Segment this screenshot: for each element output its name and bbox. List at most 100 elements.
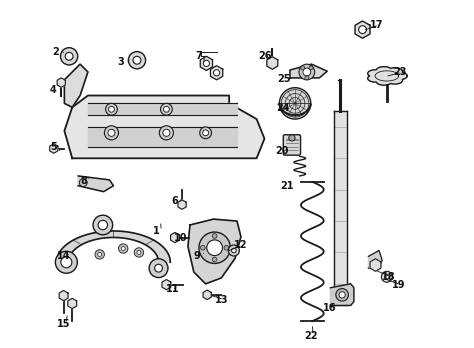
Polygon shape <box>171 232 180 243</box>
Polygon shape <box>290 64 327 78</box>
Circle shape <box>163 129 170 136</box>
Polygon shape <box>334 111 347 306</box>
Text: 14: 14 <box>56 251 70 261</box>
Polygon shape <box>178 200 186 209</box>
Circle shape <box>65 53 73 60</box>
Text: 21: 21 <box>280 181 294 191</box>
Polygon shape <box>57 78 65 87</box>
Circle shape <box>279 88 311 119</box>
Polygon shape <box>267 57 278 69</box>
Circle shape <box>224 245 229 250</box>
Circle shape <box>149 259 168 278</box>
Circle shape <box>200 127 211 139</box>
Circle shape <box>164 106 169 112</box>
Circle shape <box>303 68 311 76</box>
Circle shape <box>213 70 220 76</box>
Polygon shape <box>368 67 407 85</box>
Text: 2: 2 <box>52 47 59 57</box>
Circle shape <box>161 103 172 115</box>
Circle shape <box>61 257 72 268</box>
Circle shape <box>203 60 210 66</box>
Polygon shape <box>88 127 237 147</box>
Polygon shape <box>201 56 212 70</box>
Polygon shape <box>355 21 370 38</box>
Text: 4: 4 <box>49 85 56 95</box>
Text: 8: 8 <box>80 176 87 186</box>
Text: 26: 26 <box>259 51 272 61</box>
Polygon shape <box>210 66 223 80</box>
Circle shape <box>98 252 101 256</box>
Circle shape <box>382 271 392 282</box>
Text: 12: 12 <box>234 240 247 251</box>
Text: 11: 11 <box>165 284 179 294</box>
Circle shape <box>118 244 128 253</box>
Polygon shape <box>56 231 170 262</box>
Circle shape <box>95 250 104 259</box>
Circle shape <box>109 106 114 112</box>
Polygon shape <box>370 259 381 271</box>
Circle shape <box>159 126 173 140</box>
Text: 17: 17 <box>370 20 384 30</box>
Text: 5: 5 <box>51 142 57 151</box>
Polygon shape <box>68 298 77 309</box>
Polygon shape <box>50 144 58 153</box>
Circle shape <box>137 251 141 254</box>
Text: 23: 23 <box>393 67 407 77</box>
Text: 20: 20 <box>275 146 289 156</box>
Polygon shape <box>64 64 88 107</box>
Text: 10: 10 <box>174 232 188 243</box>
Text: 18: 18 <box>382 272 396 282</box>
Circle shape <box>228 245 239 256</box>
Polygon shape <box>162 279 171 290</box>
Text: 22: 22 <box>304 331 318 341</box>
Circle shape <box>212 234 217 238</box>
Circle shape <box>104 126 118 140</box>
Polygon shape <box>59 291 68 301</box>
Circle shape <box>79 179 87 187</box>
Text: 7: 7 <box>196 50 202 61</box>
Polygon shape <box>368 251 382 269</box>
Text: 6: 6 <box>171 197 178 206</box>
Circle shape <box>231 248 236 253</box>
Polygon shape <box>78 176 113 192</box>
Circle shape <box>128 52 146 69</box>
Circle shape <box>108 129 115 136</box>
Circle shape <box>201 245 205 250</box>
Circle shape <box>155 264 163 272</box>
Circle shape <box>98 220 108 230</box>
Circle shape <box>121 247 125 251</box>
Polygon shape <box>188 219 241 284</box>
Circle shape <box>93 215 113 235</box>
FancyBboxPatch shape <box>283 135 301 155</box>
Text: 1: 1 <box>153 226 159 236</box>
Circle shape <box>203 130 209 136</box>
Polygon shape <box>330 284 354 306</box>
Text: 9: 9 <box>193 251 200 261</box>
Text: 25: 25 <box>277 74 291 84</box>
Circle shape <box>61 48 78 65</box>
Circle shape <box>55 251 77 273</box>
Circle shape <box>106 103 118 115</box>
Polygon shape <box>203 290 211 300</box>
Text: 13: 13 <box>215 294 229 304</box>
Circle shape <box>339 292 345 298</box>
Circle shape <box>336 288 348 301</box>
Text: 19: 19 <box>392 280 405 290</box>
Text: 3: 3 <box>118 57 124 67</box>
Circle shape <box>207 240 222 255</box>
Text: 24: 24 <box>276 103 290 113</box>
Circle shape <box>305 76 309 80</box>
Circle shape <box>301 66 305 70</box>
Text: 16: 16 <box>322 303 336 313</box>
Polygon shape <box>64 96 264 158</box>
Circle shape <box>133 56 141 64</box>
Circle shape <box>134 248 144 257</box>
Circle shape <box>212 257 217 262</box>
Circle shape <box>359 26 366 33</box>
Text: 15: 15 <box>57 319 71 329</box>
Circle shape <box>384 275 389 279</box>
Polygon shape <box>88 103 237 115</box>
Circle shape <box>199 232 230 263</box>
Circle shape <box>309 66 313 70</box>
Circle shape <box>299 64 315 80</box>
